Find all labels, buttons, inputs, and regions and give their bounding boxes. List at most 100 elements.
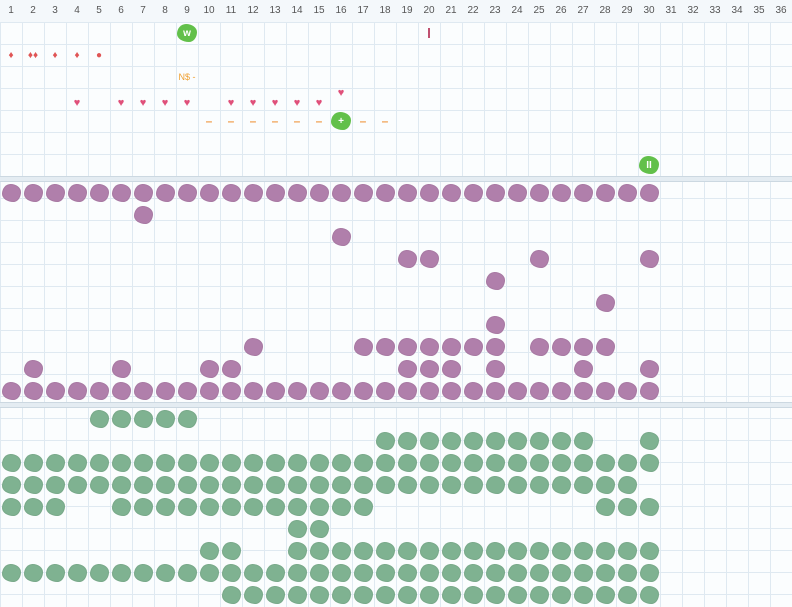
- green-cell[interactable]: [572, 430, 594, 452]
- purple-cell[interactable]: [352, 182, 374, 204]
- green-cell[interactable]: [242, 452, 264, 474]
- purple-cell[interactable]: [22, 380, 44, 402]
- green-cell[interactable]: [176, 452, 198, 474]
- green-cell[interactable]: [154, 452, 176, 474]
- green-cell[interactable]: [330, 452, 352, 474]
- green-cell[interactable]: [286, 474, 308, 496]
- purple-cell[interactable]: [572, 380, 594, 402]
- green-cell[interactable]: [396, 584, 418, 606]
- purple-cell[interactable]: [352, 336, 374, 358]
- purple-cell[interactable]: [484, 270, 506, 292]
- purple-cell[interactable]: [242, 380, 264, 402]
- purple-cell[interactable]: [572, 358, 594, 380]
- marker-cell[interactable]: –: [242, 110, 264, 132]
- purple-cell[interactable]: [154, 182, 176, 204]
- green-cell[interactable]: [308, 518, 330, 540]
- green-cell[interactable]: [462, 474, 484, 496]
- green-cell[interactable]: [264, 584, 286, 606]
- green-cell[interactable]: [220, 452, 242, 474]
- purple-cell[interactable]: [330, 226, 352, 248]
- green-cell[interactable]: [484, 430, 506, 452]
- purple-cell[interactable]: [594, 336, 616, 358]
- green-cell[interactable]: [396, 474, 418, 496]
- purple-cell[interactable]: [242, 182, 264, 204]
- green-cell[interactable]: [330, 584, 352, 606]
- purple-cell[interactable]: [550, 380, 572, 402]
- purple-cell[interactable]: [418, 358, 440, 380]
- purple-cell[interactable]: [0, 380, 22, 402]
- purple-cell[interactable]: [550, 182, 572, 204]
- purple-cell[interactable]: [572, 182, 594, 204]
- purple-cell[interactable]: [66, 380, 88, 402]
- green-cell[interactable]: [550, 540, 572, 562]
- green-cell[interactable]: [286, 496, 308, 518]
- purple-cell[interactable]: [264, 380, 286, 402]
- green-cell[interactable]: [110, 474, 132, 496]
- purple-cell[interactable]: [638, 182, 660, 204]
- green-cell[interactable]: [616, 452, 638, 474]
- green-cell[interactable]: [638, 430, 660, 452]
- marker-cell[interactable]: ♥: [66, 92, 88, 114]
- marker-cell[interactable]: ♥: [308, 92, 330, 114]
- green-cell[interactable]: [374, 584, 396, 606]
- purple-cell[interactable]: [638, 358, 660, 380]
- green-cell[interactable]: [374, 562, 396, 584]
- green-cell[interactable]: [374, 430, 396, 452]
- green-cell[interactable]: [528, 584, 550, 606]
- green-cell[interactable]: [638, 540, 660, 562]
- purple-cell[interactable]: [418, 336, 440, 358]
- purple-cell[interactable]: [418, 380, 440, 402]
- green-cell[interactable]: [286, 584, 308, 606]
- green-cell[interactable]: [594, 584, 616, 606]
- purple-cell[interactable]: [198, 380, 220, 402]
- green-cell[interactable]: [330, 496, 352, 518]
- green-cell[interactable]: [550, 474, 572, 496]
- green-cell[interactable]: [308, 584, 330, 606]
- green-cell[interactable]: [572, 562, 594, 584]
- green-cell[interactable]: [22, 496, 44, 518]
- purple-cell[interactable]: [22, 182, 44, 204]
- marker-cell[interactable]: ♥: [132, 92, 154, 114]
- green-cell[interactable]: [308, 540, 330, 562]
- green-cell[interactable]: [88, 452, 110, 474]
- green-cell[interactable]: [198, 452, 220, 474]
- green-cell[interactable]: [528, 474, 550, 496]
- purple-cell[interactable]: [352, 380, 374, 402]
- green-cell[interactable]: [330, 562, 352, 584]
- green-cell[interactable]: [440, 562, 462, 584]
- purple-cell[interactable]: [198, 182, 220, 204]
- purple-cell[interactable]: [440, 380, 462, 402]
- green-cell[interactable]: [110, 452, 132, 474]
- green-cell[interactable]: [264, 474, 286, 496]
- green-cell[interactable]: [374, 452, 396, 474]
- purple-cell[interactable]: [484, 358, 506, 380]
- green-cell[interactable]: [374, 540, 396, 562]
- green-cell[interactable]: [528, 540, 550, 562]
- green-cell[interactable]: [88, 408, 110, 430]
- purple-cell[interactable]: [176, 182, 198, 204]
- purple-cell[interactable]: [374, 380, 396, 402]
- marker-cell[interactable]: ♥: [264, 92, 286, 114]
- green-cell[interactable]: [330, 540, 352, 562]
- purple-cell[interactable]: [418, 248, 440, 270]
- green-cell[interactable]: [594, 452, 616, 474]
- green-cell[interactable]: [176, 562, 198, 584]
- purple-cell[interactable]: [396, 380, 418, 402]
- marker-cell[interactable]: ♥: [176, 92, 198, 114]
- green-cell[interactable]: [132, 562, 154, 584]
- green-cell[interactable]: [154, 562, 176, 584]
- purple-cell[interactable]: [44, 182, 66, 204]
- green-cell[interactable]: [528, 562, 550, 584]
- purple-cell[interactable]: [594, 292, 616, 314]
- green-cell[interactable]: [22, 452, 44, 474]
- purple-cell[interactable]: [88, 380, 110, 402]
- green-cell[interactable]: [44, 474, 66, 496]
- purple-cell[interactable]: [462, 380, 484, 402]
- green-cell[interactable]: [110, 562, 132, 584]
- green-cell[interactable]: [506, 474, 528, 496]
- marker-cell[interactable]: –: [286, 110, 308, 132]
- green-cell[interactable]: [572, 584, 594, 606]
- purple-cell[interactable]: [638, 380, 660, 402]
- green-cell[interactable]: [352, 584, 374, 606]
- green-cell[interactable]: [616, 540, 638, 562]
